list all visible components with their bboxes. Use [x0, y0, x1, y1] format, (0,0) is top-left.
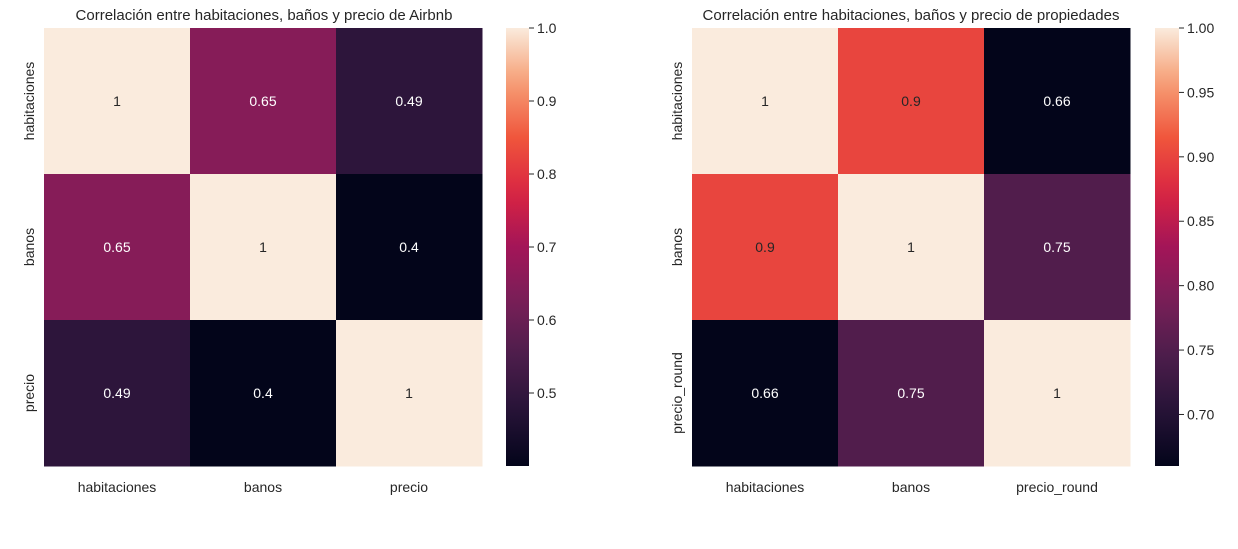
x-tick-label: precio	[390, 479, 428, 495]
cell-annotation: 0.65	[103, 239, 130, 255]
heatmap-cell	[984, 28, 1131, 175]
heatmap-cell	[692, 174, 839, 321]
cell-annotation: 0.49	[395, 93, 422, 109]
heatmap-cell	[44, 174, 191, 321]
chart-title: Correlación entre habitaciones, baños y …	[76, 7, 453, 24]
cell-annotation: 1	[259, 239, 267, 255]
cell-annotation: 0.4	[399, 239, 419, 255]
cell-annotation: 0.4	[253, 385, 273, 401]
colorbar-tick-label: 0.6	[537, 312, 557, 328]
y-tick-label: banos	[21, 228, 37, 266]
cell-annotation: 0.9	[755, 239, 775, 255]
heatmap-cell	[336, 174, 483, 321]
colorbar-tick-label: 0.70	[1187, 406, 1214, 422]
colorbar	[1155, 28, 1179, 466]
cell-annotation: 1	[113, 93, 121, 109]
cell-annotation: 0.66	[1043, 93, 1070, 109]
cell-annotation: 1	[761, 93, 769, 109]
colorbar-tick-label: 0.90	[1187, 149, 1214, 165]
cell-annotation: 0.49	[103, 385, 130, 401]
colorbar-tick-label: 0.95	[1187, 84, 1214, 100]
x-tick-label: habitaciones	[726, 479, 805, 495]
heatmap-cell	[984, 320, 1131, 467]
colorbar-tick-label: 0.7	[537, 239, 557, 255]
heatmap-1: Correlación entre habitaciones, baños y …	[21, 7, 557, 495]
heatmap-cell	[190, 28, 337, 175]
cell-annotation: 1	[405, 385, 413, 401]
colorbar-tick-label: 1.00	[1187, 20, 1214, 36]
colorbar-tick-label: 0.75	[1187, 342, 1214, 358]
cell-annotation: 0.75	[1043, 239, 1070, 255]
heatmap-2: Correlación entre habitaciones, baños y …	[669, 7, 1214, 495]
heatmap-cell	[838, 320, 985, 467]
heatmap-cell	[692, 28, 839, 175]
cell-annotation: 0.9	[901, 93, 921, 109]
colorbar-tick-label: 0.8	[537, 166, 557, 182]
heatmap-cell	[838, 174, 985, 321]
chart-title: Correlación entre habitaciones, baños y …	[703, 7, 1120, 24]
cell-annotation: 0.66	[751, 385, 778, 401]
x-tick-label: precio_round	[1016, 479, 1098, 495]
y-tick-label: habitaciones	[669, 62, 685, 141]
y-tick-label: habitaciones	[21, 62, 37, 141]
heatmap-cell	[190, 174, 337, 321]
heatmap-cell	[336, 28, 483, 175]
heatmap-cell	[44, 28, 191, 175]
y-tick-label: precio_round	[669, 352, 685, 434]
y-tick-label: precio	[21, 374, 37, 412]
cell-annotation: 0.75	[897, 385, 924, 401]
colorbar-tick-label: 0.80	[1187, 278, 1214, 294]
heatmap-cell	[692, 320, 839, 467]
x-tick-label: banos	[892, 479, 930, 495]
colorbar	[506, 28, 529, 466]
cell-annotation: 1	[907, 239, 915, 255]
colorbar-tick-label: 0.5	[537, 385, 557, 401]
cell-annotation: 0.65	[249, 93, 276, 109]
heatmap-cell	[44, 320, 191, 467]
x-tick-label: habitaciones	[78, 479, 157, 495]
colorbar-tick-label: 0.9	[537, 93, 557, 109]
heatmap-cell	[190, 320, 337, 467]
x-tick-label: banos	[244, 479, 282, 495]
heatmap-cell	[838, 28, 985, 175]
colorbar-tick-label: 1.0	[537, 20, 557, 36]
heatmap-cell	[984, 174, 1131, 321]
heatmap-cell	[336, 320, 483, 467]
y-tick-label: banos	[669, 228, 685, 266]
cell-annotation: 1	[1053, 385, 1061, 401]
colorbar-tick-label: 0.85	[1187, 213, 1214, 229]
